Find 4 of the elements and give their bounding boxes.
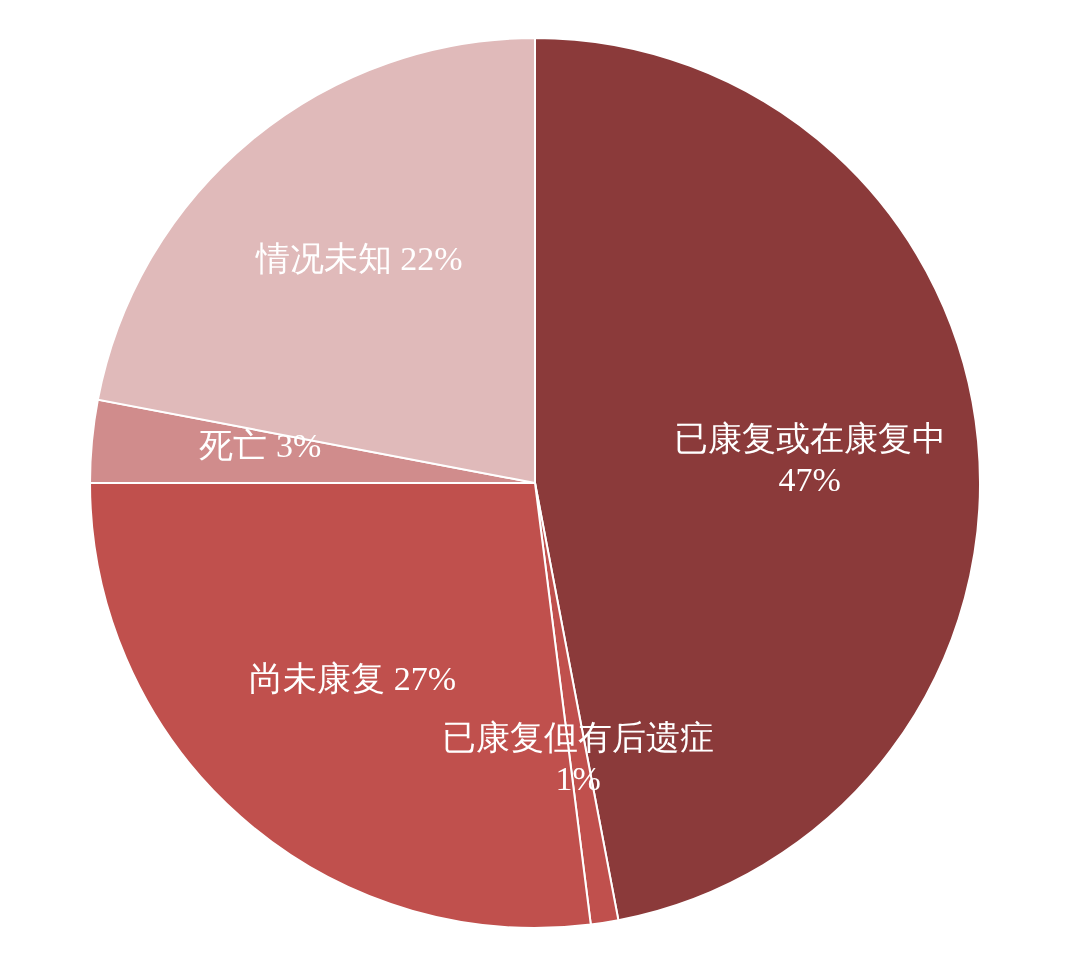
data-label: 47%: [778, 461, 841, 499]
slice-label: 已康复或在康复中: [673, 420, 946, 458]
slice-label: 情况未知 22%: [254, 240, 463, 278]
slice-label: 尚未康复 27%: [249, 659, 456, 697]
